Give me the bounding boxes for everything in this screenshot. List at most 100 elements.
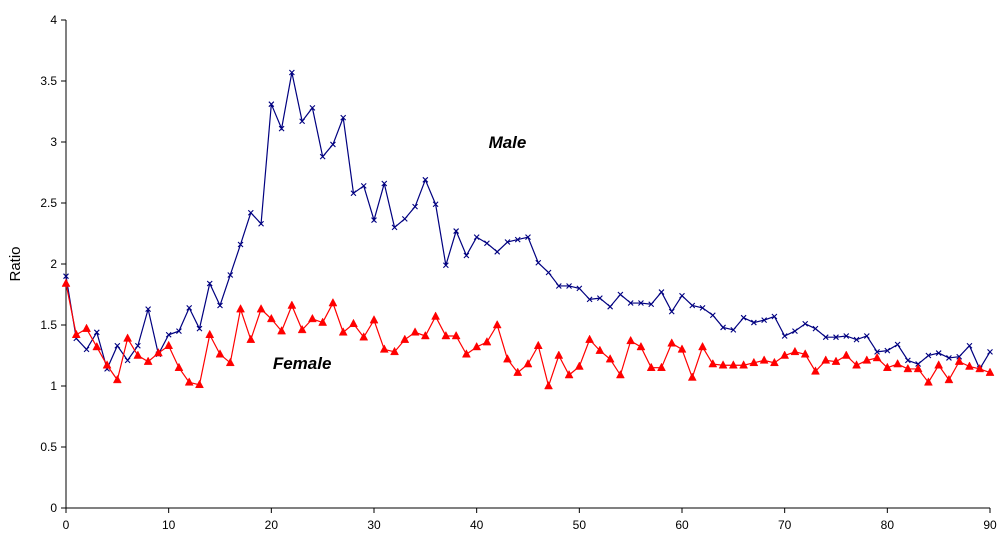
data-point-male	[453, 228, 460, 234]
data-point-female	[852, 360, 861, 369]
data-point-female	[112, 374, 122, 384]
data-point-male	[833, 334, 839, 341]
y-axis-title: Ratio	[7, 246, 24, 281]
data-point-female	[153, 348, 163, 357]
data-point-female	[215, 349, 225, 358]
data-point-male	[309, 104, 316, 111]
data-point-male	[607, 303, 614, 310]
data-point-female	[533, 340, 543, 349]
data-point-male	[206, 280, 213, 287]
data-point-female	[236, 304, 245, 313]
x-tick-label: 40	[470, 518, 484, 532]
data-point-female	[739, 360, 749, 369]
data-point-male	[576, 285, 583, 292]
data-point-female	[133, 350, 143, 359]
data-point-male	[894, 341, 901, 348]
data-point-male	[93, 329, 100, 336]
data-point-female	[143, 356, 153, 365]
data-point-male	[145, 306, 152, 313]
data-point-female	[513, 367, 523, 376]
data-point-female	[749, 357, 759, 367]
data-point-female	[965, 361, 974, 370]
data-point-male	[176, 328, 182, 334]
data-point-male	[853, 336, 860, 343]
data-point-female	[369, 315, 379, 324]
data-point-female	[482, 337, 492, 346]
data-point-female	[646, 362, 656, 371]
x-tick-label: 80	[881, 518, 895, 532]
data-point-male	[288, 69, 295, 76]
data-point-female	[390, 346, 399, 356]
data-point-female	[554, 350, 564, 359]
data-point-male	[566, 283, 572, 289]
data-point-female	[574, 361, 584, 370]
data-point-female	[595, 345, 605, 354]
data-point-female	[451, 330, 461, 340]
data-point-male	[781, 333, 788, 339]
data-point-male	[473, 234, 480, 241]
data-point-male	[863, 333, 870, 339]
data-point-female	[944, 374, 954, 384]
annotation-layer: Male Female	[273, 133, 527, 373]
data-point-male	[401, 215, 408, 222]
data-point-female	[790, 346, 800, 356]
x-tick-label: 0	[63, 518, 70, 532]
data-point-male	[319, 153, 326, 160]
data-point-male	[391, 224, 398, 231]
data-point-male	[586, 296, 593, 303]
data-point-male	[340, 114, 347, 121]
data-point-female	[287, 300, 297, 309]
data-point-female	[985, 367, 995, 376]
y-tick-label: 3.5	[40, 74, 57, 88]
data-point-male	[689, 302, 696, 309]
data-point-male	[237, 241, 244, 248]
data-point-female	[174, 362, 184, 371]
data-point-male	[658, 289, 665, 295]
data-point-female	[831, 356, 841, 365]
data-point-male	[555, 283, 562, 289]
data-point-female	[677, 344, 687, 353]
series-male	[63, 69, 993, 372]
data-point-female	[615, 369, 625, 379]
data-point-male	[484, 240, 490, 247]
x-tick-label: 30	[367, 518, 381, 532]
data-point-male	[268, 101, 275, 108]
data-point-male	[525, 234, 531, 241]
data-point-male	[720, 324, 726, 331]
data-point-female	[102, 360, 112, 369]
data-point-male	[83, 346, 90, 353]
data-point-female	[708, 359, 718, 368]
data-point-male	[299, 118, 306, 125]
y-tick-label: 4	[50, 13, 57, 27]
data-point-female	[800, 349, 810, 358]
data-point-male	[884, 347, 891, 354]
data-point-female	[657, 362, 666, 371]
data-point-female	[184, 377, 194, 386]
data-point-male	[535, 259, 542, 266]
data-point-female	[954, 356, 964, 365]
data-point-male	[114, 342, 121, 349]
y-tick-label: 2.5	[40, 196, 57, 210]
data-point-female	[893, 359, 903, 368]
annotation-female: Female	[273, 354, 332, 373]
data-point-male	[494, 248, 501, 255]
data-point-male	[699, 305, 706, 311]
y-tick-label: 1.5	[40, 318, 57, 332]
data-point-male	[750, 319, 757, 326]
y-tick-label: 2	[50, 257, 57, 271]
data-point-female	[225, 357, 235, 367]
data-point-female	[71, 329, 81, 339]
series-line-female	[65, 283, 991, 389]
data-point-female	[420, 330, 430, 340]
data-point-male	[904, 357, 911, 364]
x-tick-label: 70	[778, 518, 792, 532]
data-point-female	[503, 354, 512, 363]
data-point-female	[256, 304, 266, 313]
data-point-female	[441, 330, 451, 340]
data-point-female	[297, 324, 307, 334]
data-point-female	[523, 359, 533, 368]
data-point-male	[545, 269, 552, 276]
data-point-female	[667, 338, 677, 347]
data-point-female	[205, 329, 215, 339]
